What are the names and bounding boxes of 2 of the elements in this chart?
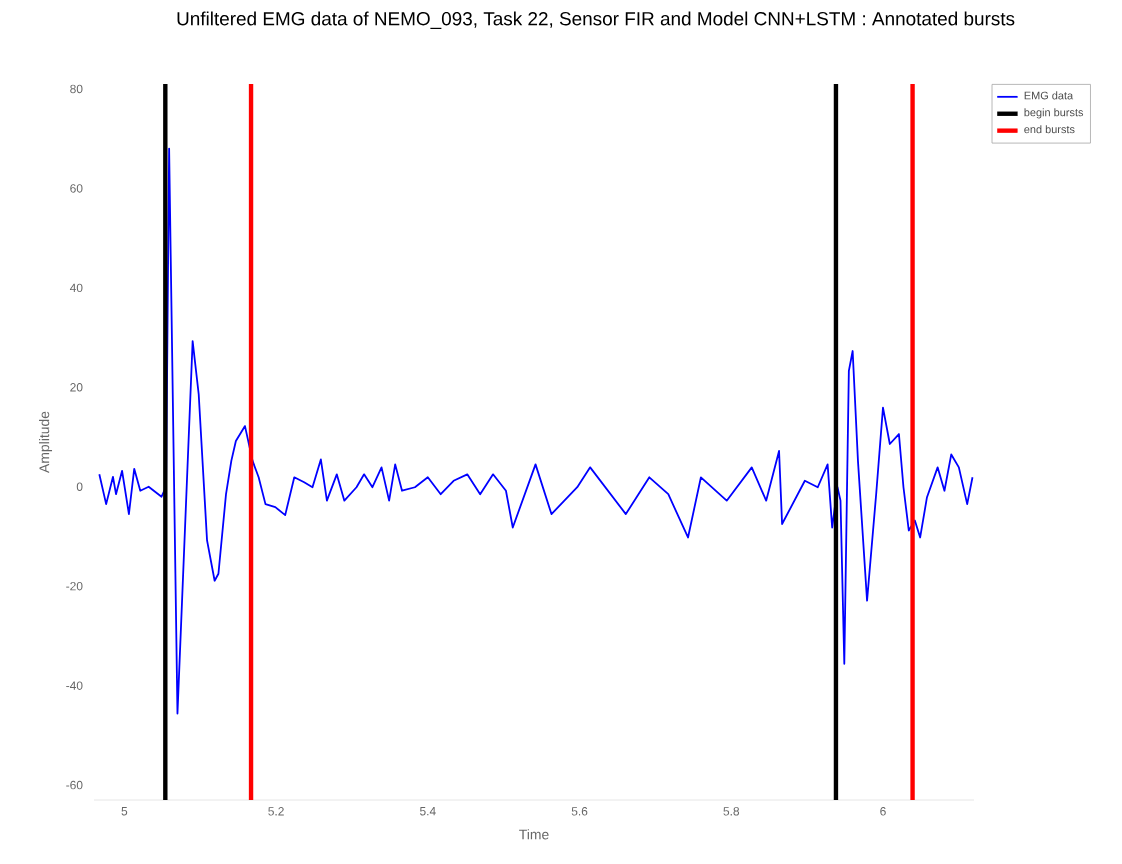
line-series <box>98 147 974 715</box>
chart-title: Unfiltered EMG data of NEMO_093, Task 22, Sensor FIR and Model CNN+LSTM : Annotated bursts <box>177 11 1015 29</box>
